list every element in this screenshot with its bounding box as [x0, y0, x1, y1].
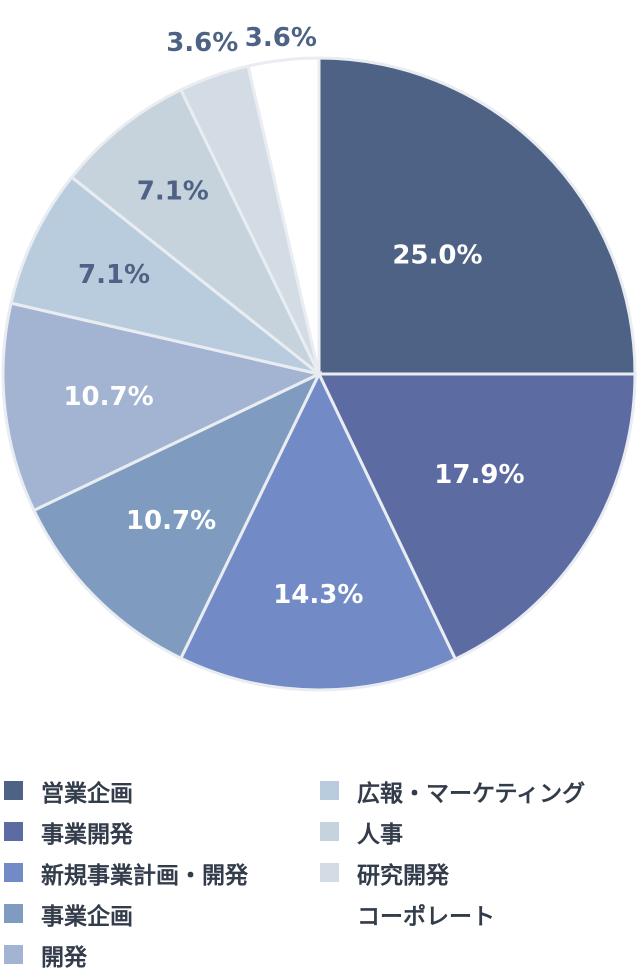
legend-column-left: 営業企画事業開発新規事業計画・開発 事業企画開発	[4, 770, 248, 975]
legend-item-9: コーポレート	[320, 893, 585, 934]
pie-chart-svg: 25.0% 17.9% 14.3% 10.7% 10.7% 7.1% 7.1% 3.6% 3.6…	[1, 23, 637, 692]
legend-label: 事業企画	[41, 903, 133, 930]
legend-swatch	[320, 781, 339, 800]
legend-column-right: 広報・マーケティング 人事研究開発コーポレート	[320, 770, 585, 934]
legend-label: 営業企画	[41, 780, 133, 807]
legend-item-8: 研究開発	[320, 852, 585, 893]
legend-swatch	[4, 781, 23, 800]
slice-value-label-4: 10.7%	[126, 506, 216, 536]
legend-label: 新規事業計画・開発	[41, 862, 248, 889]
legend-label: 人事	[357, 821, 403, 848]
slice-value-label-1: 25.0%	[392, 241, 482, 271]
legend-swatch	[4, 945, 23, 964]
legend-label: 開発	[41, 944, 87, 971]
slice-value-label-9: 3.6%	[245, 23, 317, 53]
legend-label: 広報・マーケティング	[357, 780, 586, 807]
legend-swatch	[4, 904, 23, 923]
slice-value-label-6: 7.1%	[78, 260, 150, 290]
pie-slice-1	[317, 56, 637, 376]
legend-swatch	[4, 863, 23, 882]
legend-item-7: 人事	[320, 811, 585, 852]
legend-item-5: 開発	[4, 934, 248, 975]
legend-item-3: 新規事業計画・開発	[4, 852, 248, 893]
pie-chart: 25.0% 17.9% 14.3% 10.7% 10.7% 7.1% 7.1% 3.6% 3.6…	[1, 23, 637, 692]
legend-item-4: 事業企画	[4, 893, 248, 934]
pie-outline	[2, 57, 636, 691]
slice-value-label-5: 10.7%	[63, 382, 153, 412]
legend-swatch	[4, 822, 23, 841]
legend-swatch	[320, 822, 339, 841]
legend: 営業企画事業開発新規事業計画・開発 事業企画開発 広報・マーケティング 人事研究開発…	[0, 770, 638, 971]
legend-item-6: 広報・マーケティング	[320, 770, 585, 811]
slice-value-label-7: 7.1%	[137, 177, 209, 207]
slice-value-label-3: 14.3%	[273, 580, 363, 610]
legend-label: 事業開発	[41, 821, 133, 848]
slice-value-label-8: 3.6%	[166, 28, 238, 58]
legend-label: コーポレート	[357, 903, 495, 930]
legend-swatch	[320, 863, 339, 882]
legend-label: 研究開発	[357, 862, 449, 889]
legend-item-2: 事業開発	[4, 811, 248, 852]
legend-swatch	[320, 904, 339, 923]
slice-value-label-2: 17.9%	[434, 460, 524, 490]
legend-item-1: 営業企画	[4, 770, 248, 811]
